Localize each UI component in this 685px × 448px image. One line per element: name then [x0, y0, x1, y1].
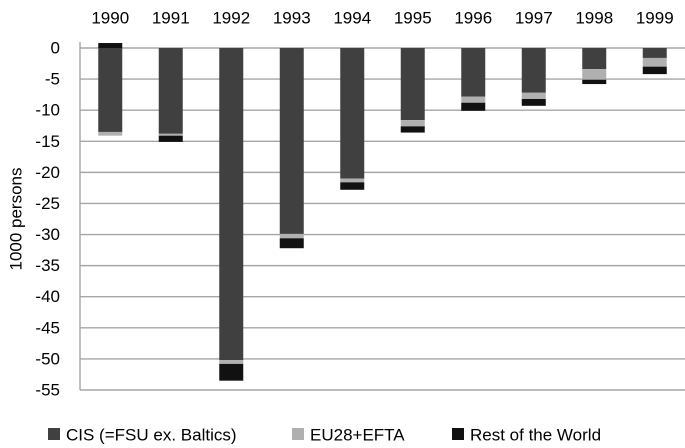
- x-tick-label: 1998: [575, 9, 613, 28]
- bar-segment-1: [219, 48, 244, 361]
- bar-segment-1: [98, 48, 123, 132]
- y-tick-label: -30: [35, 225, 60, 244]
- bar-segment-1: [158, 48, 183, 134]
- x-tick-label: 1995: [394, 9, 432, 28]
- x-tick-labels: 1990 1991 1992 1993 1994 1995 1996 1997 1998 1999: [91, 9, 673, 28]
- bar-segment-3: [400, 126, 425, 133]
- x-tick-label: 1991: [152, 9, 190, 28]
- y-tick-label: -10: [35, 101, 60, 120]
- bar-segment-3: [219, 363, 244, 381]
- y-tick-label: -50: [35, 349, 60, 368]
- y-tick-label: -55: [35, 381, 60, 400]
- x-tick-label: 1990: [91, 9, 129, 28]
- y-tick-label: -20: [35, 163, 60, 182]
- legend-swatch: [48, 428, 60, 440]
- bar-segment-3: [521, 98, 546, 106]
- x-tick-label: 1997: [515, 9, 553, 28]
- y-tick-label: -5: [45, 70, 60, 89]
- x-tick-label: 1999: [636, 9, 674, 28]
- bar-segment-2: [158, 133, 183, 136]
- bar-segment-3: [340, 182, 365, 190]
- bar-segment-1: [582, 48, 607, 70]
- legend-swatch: [292, 428, 304, 440]
- bar-segment-2: [340, 178, 365, 183]
- bar-segment-2: [400, 120, 425, 127]
- bar-segment-2: [98, 131, 123, 136]
- bars: [98, 43, 667, 381]
- bar-segment-1: [461, 48, 486, 97]
- bar-segment-3: [279, 238, 304, 249]
- y-tick-label: -45: [35, 318, 60, 337]
- y-tick-label: -25: [35, 194, 60, 213]
- x-tick-label: 1994: [333, 9, 371, 28]
- bar-segment-3: [461, 102, 486, 111]
- legend-swatch: [452, 428, 464, 440]
- y-tick-label: -40: [35, 287, 60, 306]
- bar-segment-3: [98, 43, 123, 48]
- bar-segment-2: [521, 92, 546, 99]
- bar-segment-2: [219, 360, 244, 364]
- bar-segment-2: [461, 96, 486, 103]
- bar-segment-2: [642, 57, 667, 67]
- bar-segment-3: [582, 79, 607, 85]
- bar-segment-2: [582, 69, 607, 80]
- bar-segment-1: [340, 48, 365, 179]
- legend: CIS (=FSU ex. Baltics) EU28+EFTA Rest of t…: [48, 426, 601, 445]
- y-tick-label: -15: [35, 132, 60, 151]
- legend-label: Rest of the World: [470, 426, 601, 445]
- y-axis-label: 1000 persons: [7, 167, 26, 270]
- x-tick-label: 1992: [212, 9, 250, 28]
- legend-label: EU28+EFTA: [310, 426, 405, 445]
- bar-segment-3: [158, 135, 183, 142]
- y-tick-label: 0: [51, 39, 60, 58]
- y-tick-labels: 0 -5 -10 -15 -20 -25 -30 -35 -40 -45 -50 -55: [35, 39, 60, 400]
- bar-segment-1: [642, 48, 667, 58]
- x-tick-label: 1993: [273, 9, 311, 28]
- bar-segment-3: [642, 66, 667, 75]
- x-tick-label: 1996: [454, 9, 492, 28]
- bar-segment-1: [400, 48, 425, 121]
- bar-segment-1: [521, 48, 546, 93]
- bar-segment-2: [279, 233, 304, 239]
- bar-segment-1: [279, 48, 304, 234]
- legend-label: CIS (=FSU ex. Baltics): [66, 426, 237, 445]
- y-tick-label: -35: [35, 256, 60, 275]
